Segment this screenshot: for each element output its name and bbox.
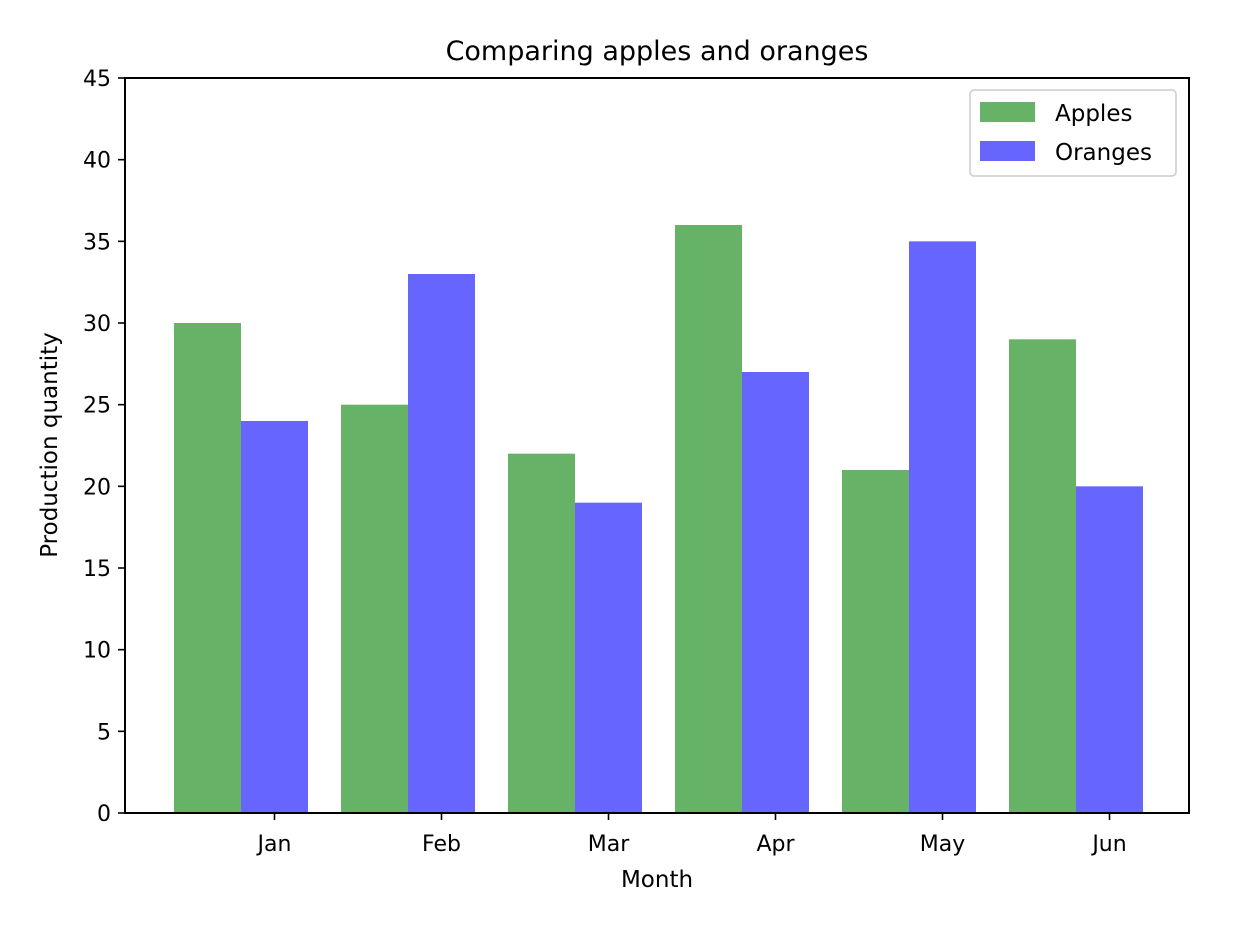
y-tick-label: 35 [83, 230, 111, 255]
y-tick-label: 10 [83, 639, 111, 664]
bar-oranges-feb [408, 274, 475, 813]
y-tick-label: 5 [97, 720, 111, 745]
chart-title: Comparing apples and oranges [446, 36, 869, 67]
bar-apples-mar [508, 453, 575, 813]
bar-apples-jan [174, 323, 241, 813]
x-tick-label: Feb [422, 832, 461, 857]
y-axis-label: Production quantity [37, 332, 63, 558]
x-tick-label: Mar [588, 832, 630, 857]
bar-apples-feb [341, 404, 408, 813]
x-tick-label: May [920, 832, 965, 857]
legend-label-oranges: Oranges [1055, 140, 1152, 166]
x-tick-label: Jan [256, 832, 292, 857]
y-tick-label: 0 [97, 802, 111, 827]
x-tick-label: Apr [756, 832, 795, 857]
y-tick-label: 15 [83, 557, 111, 582]
plot-frame [124, 77, 1190, 814]
bar-oranges-mar [575, 502, 642, 813]
legend-label-apples: Apples [1055, 101, 1132, 127]
y-tick-label: 40 [83, 149, 111, 174]
y-tick-label: 20 [83, 475, 111, 500]
y-axis: 0 5 10 15 20 25 30 35 40 45 [83, 67, 125, 827]
bars-group [174, 225, 1143, 814]
y-tick-label: 30 [83, 312, 111, 337]
y-tick-label: 25 [83, 394, 111, 419]
bar-apples-may [842, 470, 909, 813]
x-axis-label: Month [621, 867, 693, 893]
x-axis: Jan Feb Mar Apr May Jun [256, 813, 1127, 857]
x-tick-label: Jun [1090, 832, 1126, 857]
y-tick-label: 45 [83, 67, 111, 92]
legend: Apples Oranges [969, 89, 1177, 177]
bar-oranges-may [909, 241, 976, 814]
bar-oranges-jun [1076, 486, 1143, 813]
legend-swatch-oranges [980, 141, 1035, 161]
bar-oranges-apr [742, 372, 809, 813]
bar-apples-apr [675, 225, 742, 813]
legend-swatch-apples [980, 102, 1035, 122]
bar-oranges-jan [241, 421, 308, 813]
bar-apples-jun [1009, 339, 1076, 813]
